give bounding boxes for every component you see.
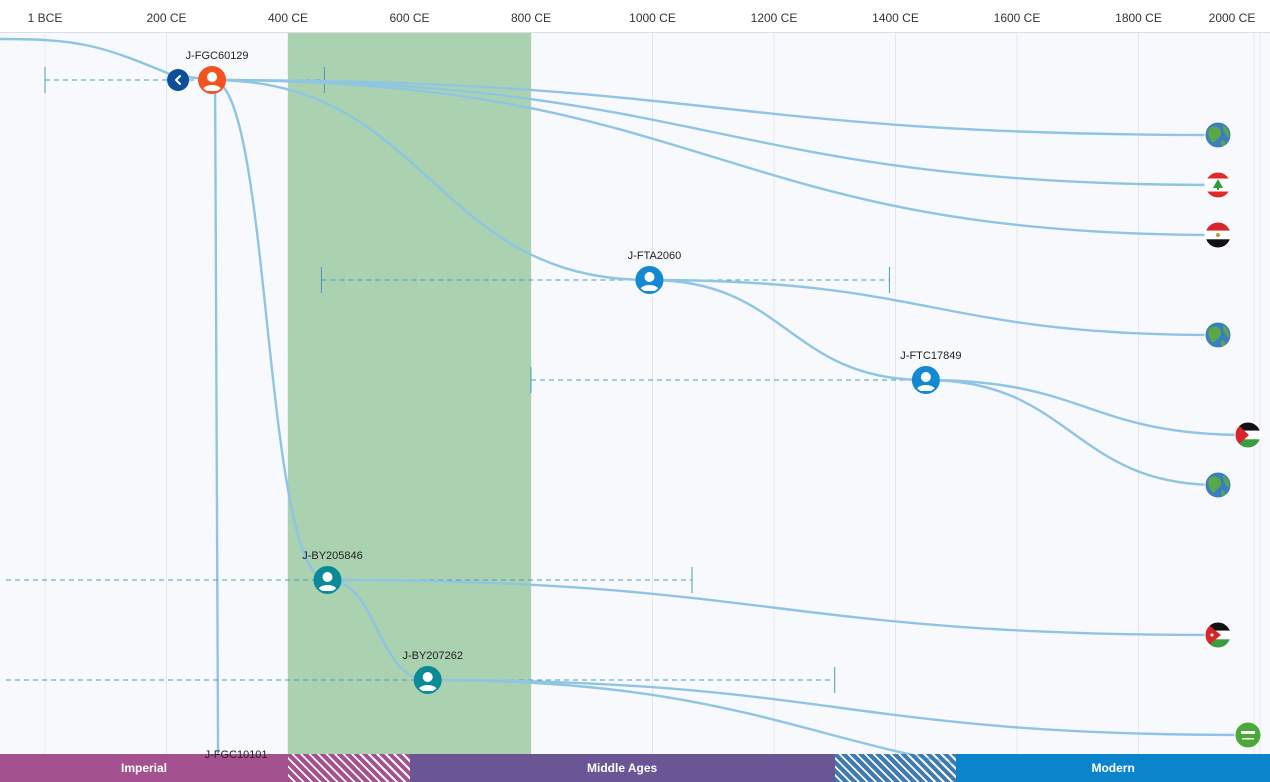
- globe-icon[interactable]: [1204, 121, 1232, 149]
- person-icon: [322, 572, 333, 582]
- axis-tick-label: 1000 CE: [629, 11, 676, 25]
- node-label: J-FTC17849: [900, 350, 962, 362]
- leaf-branch: [427, 678, 1249, 737]
- axis-tick-label: 1200 CE: [750, 11, 798, 25]
- leaf-branch: [649, 278, 1219, 337]
- node-label: J-BY207262: [402, 650, 463, 662]
- haplogroup-node[interactable]: [413, 666, 442, 694]
- person-icon: [644, 272, 655, 282]
- flag-lebanon-icon[interactable]: [1204, 171, 1232, 199]
- descendant-branch: [213, 79, 220, 755]
- leaf-branch: [212, 78, 1219, 237]
- era-middle-ages[interactable]: Middle Ages: [409, 754, 835, 782]
- haplogroup-node[interactable]: [198, 66, 227, 94]
- axis-tick-label: 200 CE: [146, 11, 187, 25]
- era-transition[interactable]: [288, 754, 410, 782]
- branch-line: [649, 278, 926, 382]
- era-label: Middle Ages: [587, 761, 658, 775]
- axis-tick-label: 1 BCE: [27, 11, 63, 25]
- axis-tick-label: 800 CE: [510, 11, 552, 25]
- globe-icon[interactable]: [1204, 321, 1232, 349]
- globe-icon[interactable]: [1204, 471, 1232, 499]
- era-label: Modern: [1091, 761, 1135, 775]
- ancestor-branch: [0, 37, 213, 82]
- axis-tick-label: 2000 CE: [1208, 11, 1256, 25]
- era-transition[interactable]: [834, 754, 957, 782]
- axis-tick-label: 400 CE: [267, 11, 309, 25]
- node-label: J-BY205846: [302, 550, 363, 562]
- branch-line: [211, 78, 328, 582]
- axis-tick-label: 1600 CE: [993, 11, 1041, 25]
- flag-palestine-icon[interactable]: [1234, 421, 1262, 449]
- leaf-branch: [212, 78, 1219, 137]
- haplogroup-node[interactable]: [635, 266, 664, 294]
- era-modern[interactable]: Modern: [956, 754, 1270, 782]
- node-label: J-FTA2060: [627, 250, 682, 262]
- person-icon: [920, 372, 931, 382]
- leaf-branch: [925, 378, 1249, 437]
- axis-tick-label: 600 CE: [389, 11, 430, 25]
- axis-tick-label: 1800 CE: [1115, 11, 1162, 25]
- era-imperial[interactable]: Imperial: [0, 754, 288, 782]
- branch-line: [327, 578, 428, 682]
- era-label: Imperial: [120, 761, 168, 775]
- axis-tick-label: 1400 CE: [872, 11, 919, 25]
- flag-egypt-icon[interactable]: [1204, 221, 1232, 249]
- time-axis: 1 BCE 200 CE 400 CE 600 CE 800 CE 1000 CE 1200…: [0, 0, 1270, 33]
- era-bar: Imperial Middle Ages Modern: [0, 754, 1270, 782]
- branch-line: [212, 78, 650, 282]
- haplogroup-node[interactable]: [911, 366, 940, 394]
- flag-jordan-icon[interactable]: [1204, 621, 1232, 649]
- node-label-partial: J-FGC10101: [204, 749, 268, 761]
- leaf-branch: [212, 78, 1219, 187]
- haplogroup-node[interactable]: [313, 566, 342, 594]
- leaf-branch: [327, 578, 1219, 637]
- person-icon: [422, 672, 433, 682]
- person-icon: [207, 72, 218, 82]
- leaf-branch: [925, 378, 1219, 487]
- node-label: J-FGC60129: [185, 50, 249, 62]
- back-button[interactable]: [167, 69, 190, 91]
- highlight-band: [288, 32, 531, 754]
- flag-saudi-icon[interactable]: [1234, 721, 1262, 749]
- chevron-left-icon: [174, 75, 182, 85]
